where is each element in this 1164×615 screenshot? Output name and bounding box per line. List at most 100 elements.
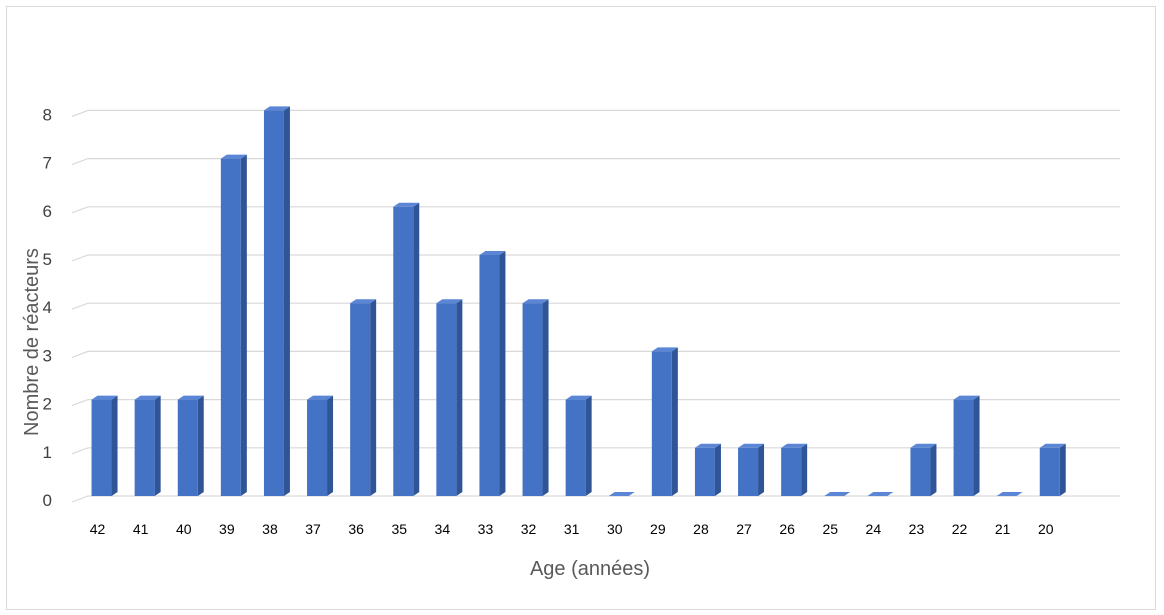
bar-21 bbox=[996, 492, 1023, 497]
bar-37 bbox=[307, 395, 334, 496]
bar-26 bbox=[781, 443, 808, 496]
bar-38 bbox=[263, 106, 290, 497]
y-tick-label: 1 bbox=[43, 443, 52, 462]
x-tick-label: 28 bbox=[693, 521, 709, 537]
x-tick-label: 30 bbox=[607, 521, 623, 537]
bar-side bbox=[542, 299, 549, 496]
bar-front bbox=[1039, 447, 1060, 496]
bar-front bbox=[134, 399, 155, 496]
gridline-8 bbox=[71, 109, 1120, 117]
bar-top bbox=[177, 395, 204, 400]
x-tick-label: 24 bbox=[866, 521, 882, 537]
bar-top bbox=[263, 106, 290, 111]
y-tick-label: 6 bbox=[43, 202, 52, 221]
gridline-5 bbox=[71, 254, 1120, 262]
bar-side bbox=[327, 395, 334, 496]
x-tick-label: 33 bbox=[478, 521, 494, 537]
bar-side bbox=[456, 299, 463, 496]
y-tick-label: 0 bbox=[43, 491, 52, 510]
bar-front bbox=[479, 255, 500, 496]
bar-top bbox=[694, 443, 721, 448]
gridlines bbox=[71, 109, 1120, 503]
bar-top bbox=[1039, 443, 1066, 448]
bar-side bbox=[154, 395, 161, 496]
x-tick-label: 41 bbox=[133, 521, 149, 537]
bar-side bbox=[801, 443, 808, 496]
bar-front bbox=[91, 399, 112, 496]
bar-top bbox=[781, 443, 808, 448]
bar-side bbox=[585, 395, 592, 496]
bar-side bbox=[714, 443, 721, 496]
bar-top bbox=[738, 443, 765, 448]
bar-front bbox=[393, 206, 414, 497]
y-axis-ticks: 0 1 2 3 4 5 6 7 8 bbox=[43, 105, 52, 510]
bar-side bbox=[758, 443, 765, 496]
gridline-3 bbox=[71, 350, 1120, 358]
bar-31 bbox=[565, 395, 592, 496]
bars bbox=[91, 106, 1066, 497]
x-tick-label: 42 bbox=[90, 521, 106, 537]
x-tick-label: 22 bbox=[952, 521, 968, 537]
bar-top bbox=[910, 443, 937, 448]
bar-front bbox=[781, 447, 802, 496]
bar-side bbox=[413, 202, 420, 497]
bar-side bbox=[973, 395, 980, 496]
x-tick-label: 20 bbox=[1038, 521, 1054, 537]
bar-35 bbox=[393, 202, 420, 497]
x-tick-label: 21 bbox=[995, 521, 1011, 537]
bar-side bbox=[111, 395, 118, 496]
y-tick-label: 2 bbox=[43, 395, 52, 414]
bar-32 bbox=[522, 299, 549, 496]
bar-42 bbox=[91, 395, 118, 496]
bar-front bbox=[177, 399, 198, 496]
bar-side bbox=[283, 106, 290, 497]
bar-top bbox=[996, 492, 1023, 496]
bar-34 bbox=[436, 299, 463, 496]
bar-27 bbox=[738, 443, 765, 496]
bar-24 bbox=[867, 492, 894, 497]
x-axis-title: Age (années) bbox=[530, 558, 650, 580]
bar-top bbox=[608, 492, 635, 496]
bar-side bbox=[370, 299, 377, 496]
y-tick-label: 4 bbox=[43, 298, 52, 317]
bar-top bbox=[220, 154, 247, 159]
x-tick-label: 34 bbox=[435, 521, 451, 537]
bar-front bbox=[436, 303, 457, 496]
bar-front bbox=[565, 399, 586, 496]
bar-front bbox=[651, 351, 672, 496]
x-tick-label: 40 bbox=[176, 521, 192, 537]
bar-top bbox=[522, 299, 549, 304]
bar-25 bbox=[824, 492, 851, 497]
bar-top bbox=[479, 251, 506, 255]
x-tick-label: 25 bbox=[822, 521, 838, 537]
x-tick-label: 23 bbox=[909, 521, 925, 537]
bar-top bbox=[307, 395, 334, 400]
bar-top bbox=[867, 492, 894, 496]
chart-frame bbox=[6, 6, 1156, 610]
gridline-6 bbox=[71, 206, 1120, 214]
bar-top bbox=[953, 395, 980, 400]
bar-top bbox=[350, 299, 377, 304]
x-tick-label: 36 bbox=[348, 521, 364, 537]
bar-front bbox=[953, 399, 974, 496]
bar-top bbox=[91, 395, 118, 400]
bar-41 bbox=[134, 395, 161, 496]
gridline-1 bbox=[71, 447, 1120, 455]
bar-side bbox=[240, 154, 247, 496]
bar-top bbox=[393, 202, 420, 207]
x-axis-ticks: 42 41 40 39 38 37 36 35 34 33 32 31 30 29 28 27 26 25 24 23… bbox=[90, 521, 1054, 537]
bar-front bbox=[307, 399, 328, 496]
y-tick-label: 3 bbox=[43, 346, 52, 365]
bar-28 bbox=[694, 443, 721, 496]
bar-top bbox=[824, 492, 851, 496]
x-tick-label: 39 bbox=[219, 521, 235, 537]
x-tick-label: 26 bbox=[779, 521, 795, 537]
y-axis-title: Nombre de réacteurs bbox=[21, 248, 43, 436]
y-tick-label: 8 bbox=[43, 105, 52, 124]
x-tick-label: 31 bbox=[564, 521, 580, 537]
bar-front bbox=[910, 447, 931, 496]
bar-30 bbox=[608, 492, 635, 497]
bar-side bbox=[197, 395, 204, 496]
bar-front bbox=[350, 303, 371, 496]
